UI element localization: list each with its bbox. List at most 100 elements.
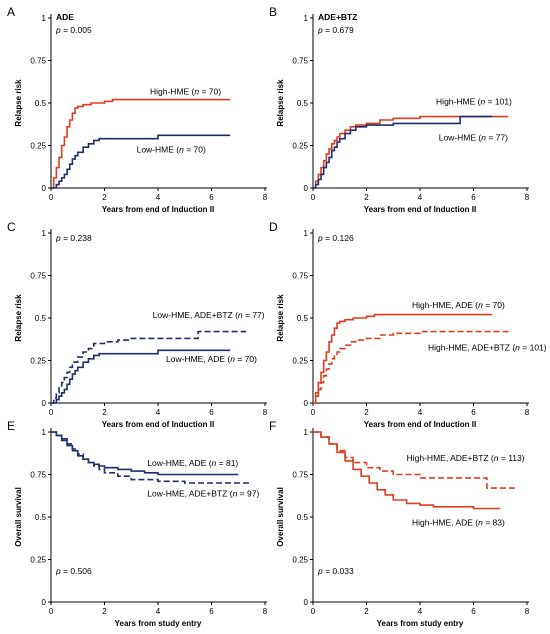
n-symbol: n <box>481 132 486 142</box>
x-tick-label: 6 <box>471 607 476 616</box>
x-tick-label: 8 <box>525 607 530 616</box>
n-symbol: n <box>494 453 499 463</box>
x-axis-title: Years from end of Induction II <box>102 205 214 214</box>
x-axis-title: Years from end of Induction II <box>364 420 476 429</box>
series-line-1 <box>313 431 517 489</box>
panel-b: B 0 2 4 6 8 0 0.25 0.5 0.75 1 Years from end of Ind… <box>269 5 530 214</box>
panel-label: F <box>269 419 276 433</box>
x-tick-label: 6 <box>209 408 214 417</box>
x-tick-label: 4 <box>156 193 161 202</box>
n-value: = 77) <box>486 132 508 142</box>
n-value: = 70) <box>483 300 505 310</box>
series-label: Low-HME, ADE (n = 81) <box>147 458 238 468</box>
x-tick-label: 8 <box>263 607 268 616</box>
y-tick-label: 0.5 <box>35 314 47 323</box>
series-line-2 <box>313 330 509 404</box>
panel-label: D <box>269 220 278 234</box>
y-tick-label: 0.5 <box>35 99 47 108</box>
n-value: = 70) <box>199 87 221 97</box>
series-name: High-HME, ADE+BTZ ( <box>428 342 515 352</box>
x-tick-label: 2 <box>364 408 369 417</box>
series-line-2 <box>313 115 493 189</box>
x-tick-label: 6 <box>471 408 476 417</box>
x-tick-label: 0 <box>49 193 54 202</box>
n-value: = 81) <box>216 458 238 468</box>
series-name: Low-HME ( <box>137 144 180 154</box>
y-tick-label: 1 <box>42 229 47 238</box>
series-label: Low-HME, ADE+BTZ (n = 77) <box>153 310 265 320</box>
series-name: High-HME, ADE+BTZ ( <box>407 453 494 463</box>
p-value-symbol: p <box>317 566 323 576</box>
y-tick-label: 0 <box>42 184 47 193</box>
panel-label: C <box>7 220 16 234</box>
series-line-2 <box>313 431 501 510</box>
y-tick-label: 0 <box>42 598 47 607</box>
series-name: Low-HME ( <box>439 132 482 142</box>
y-axis-title: Relapse risk <box>276 79 285 127</box>
n-symbol: n <box>478 300 483 310</box>
series-line-1 <box>313 313 493 404</box>
series-label: Low-HME, ADE (n = 70) <box>166 354 257 364</box>
y-tick-label: 0.75 <box>292 471 308 480</box>
x-tick-label: 4 <box>418 607 423 616</box>
panel-title: ADE <box>56 12 74 22</box>
x-tick-label: 6 <box>209 607 214 616</box>
x-tick-label: 4 <box>156 607 161 616</box>
y-tick-label: 0 <box>42 399 47 408</box>
p-value: p = 0.033 <box>317 566 354 576</box>
p-value-number: = 0.033 <box>323 566 354 576</box>
y-tick-label: 0.5 <box>297 513 309 522</box>
y-tick-label: 1 <box>42 428 47 437</box>
n-value: = 83) <box>483 518 505 528</box>
p-value-number: = 0.506 <box>61 566 92 576</box>
y-tick-label: 0.5 <box>297 99 309 108</box>
series-name: High-HME ( <box>436 97 481 107</box>
panel-title: ADE+BTZ <box>318 12 357 22</box>
series-line-2 <box>51 349 231 404</box>
x-axis-title: Years from study entry <box>115 619 202 628</box>
y-tick-label: 0.25 <box>30 142 46 151</box>
y-tick-label: 0 <box>304 399 309 408</box>
x-axis-title: Years from end of Induction II <box>364 205 476 214</box>
x-axis-title: Years from study entry <box>377 619 464 628</box>
y-tick-label: 1 <box>42 14 47 23</box>
x-axis-title: Years from end of Induction II <box>102 420 214 429</box>
n-symbol: n <box>238 310 243 320</box>
n-symbol: n <box>194 87 199 97</box>
y-tick-label: 0 <box>304 598 309 607</box>
n-symbol: n <box>478 518 483 528</box>
series-label: High-HME (n = 101) <box>436 97 512 107</box>
y-tick-label: 0.25 <box>30 556 46 565</box>
p-value-symbol: p <box>55 566 61 576</box>
y-tick-label: 1 <box>304 14 309 23</box>
y-tick-label: 0.25 <box>30 357 46 366</box>
x-tick-label: 6 <box>209 193 214 202</box>
series-name: Low-HME, ADE+BTZ ( <box>147 489 232 499</box>
x-tick-label: 2 <box>102 193 107 202</box>
series-line-1 <box>51 431 239 476</box>
panel-e: E 0 2 4 6 8 0 0.25 0.5 0.75 1 Years from study entr… <box>7 419 268 628</box>
p-value: p = 0.506 <box>55 566 92 576</box>
panel-label: A <box>7 5 15 19</box>
n-value: = 101) <box>520 342 547 352</box>
y-tick-label: 0 <box>304 184 309 193</box>
p-value: p = 0.238 <box>55 233 92 243</box>
series-line-2 <box>51 134 231 189</box>
p-value: p = 0.126 <box>317 233 354 243</box>
x-tick-label: 0 <box>311 408 316 417</box>
n-value: = 101) <box>485 97 512 107</box>
panel-f: F 0 2 4 6 8 0 0.25 0.5 0.75 1 Years from study entr… <box>269 419 530 628</box>
x-tick-label: 8 <box>263 408 268 417</box>
series-name: High-HME, ADE ( <box>412 300 478 310</box>
n-symbol: n <box>515 342 520 352</box>
y-tick-label: 0.75 <box>292 272 308 281</box>
series-line-1 <box>51 98 231 189</box>
y-axis-title: Relapse risk <box>276 294 285 342</box>
series-name: Low-HME, ADE ( <box>166 354 230 364</box>
x-tick-label: 6 <box>471 193 476 202</box>
series-line-1 <box>51 330 247 404</box>
p-value-number: = 0.126 <box>323 233 354 243</box>
y-tick-label: 0.25 <box>292 556 308 565</box>
x-tick-label: 0 <box>311 193 316 202</box>
